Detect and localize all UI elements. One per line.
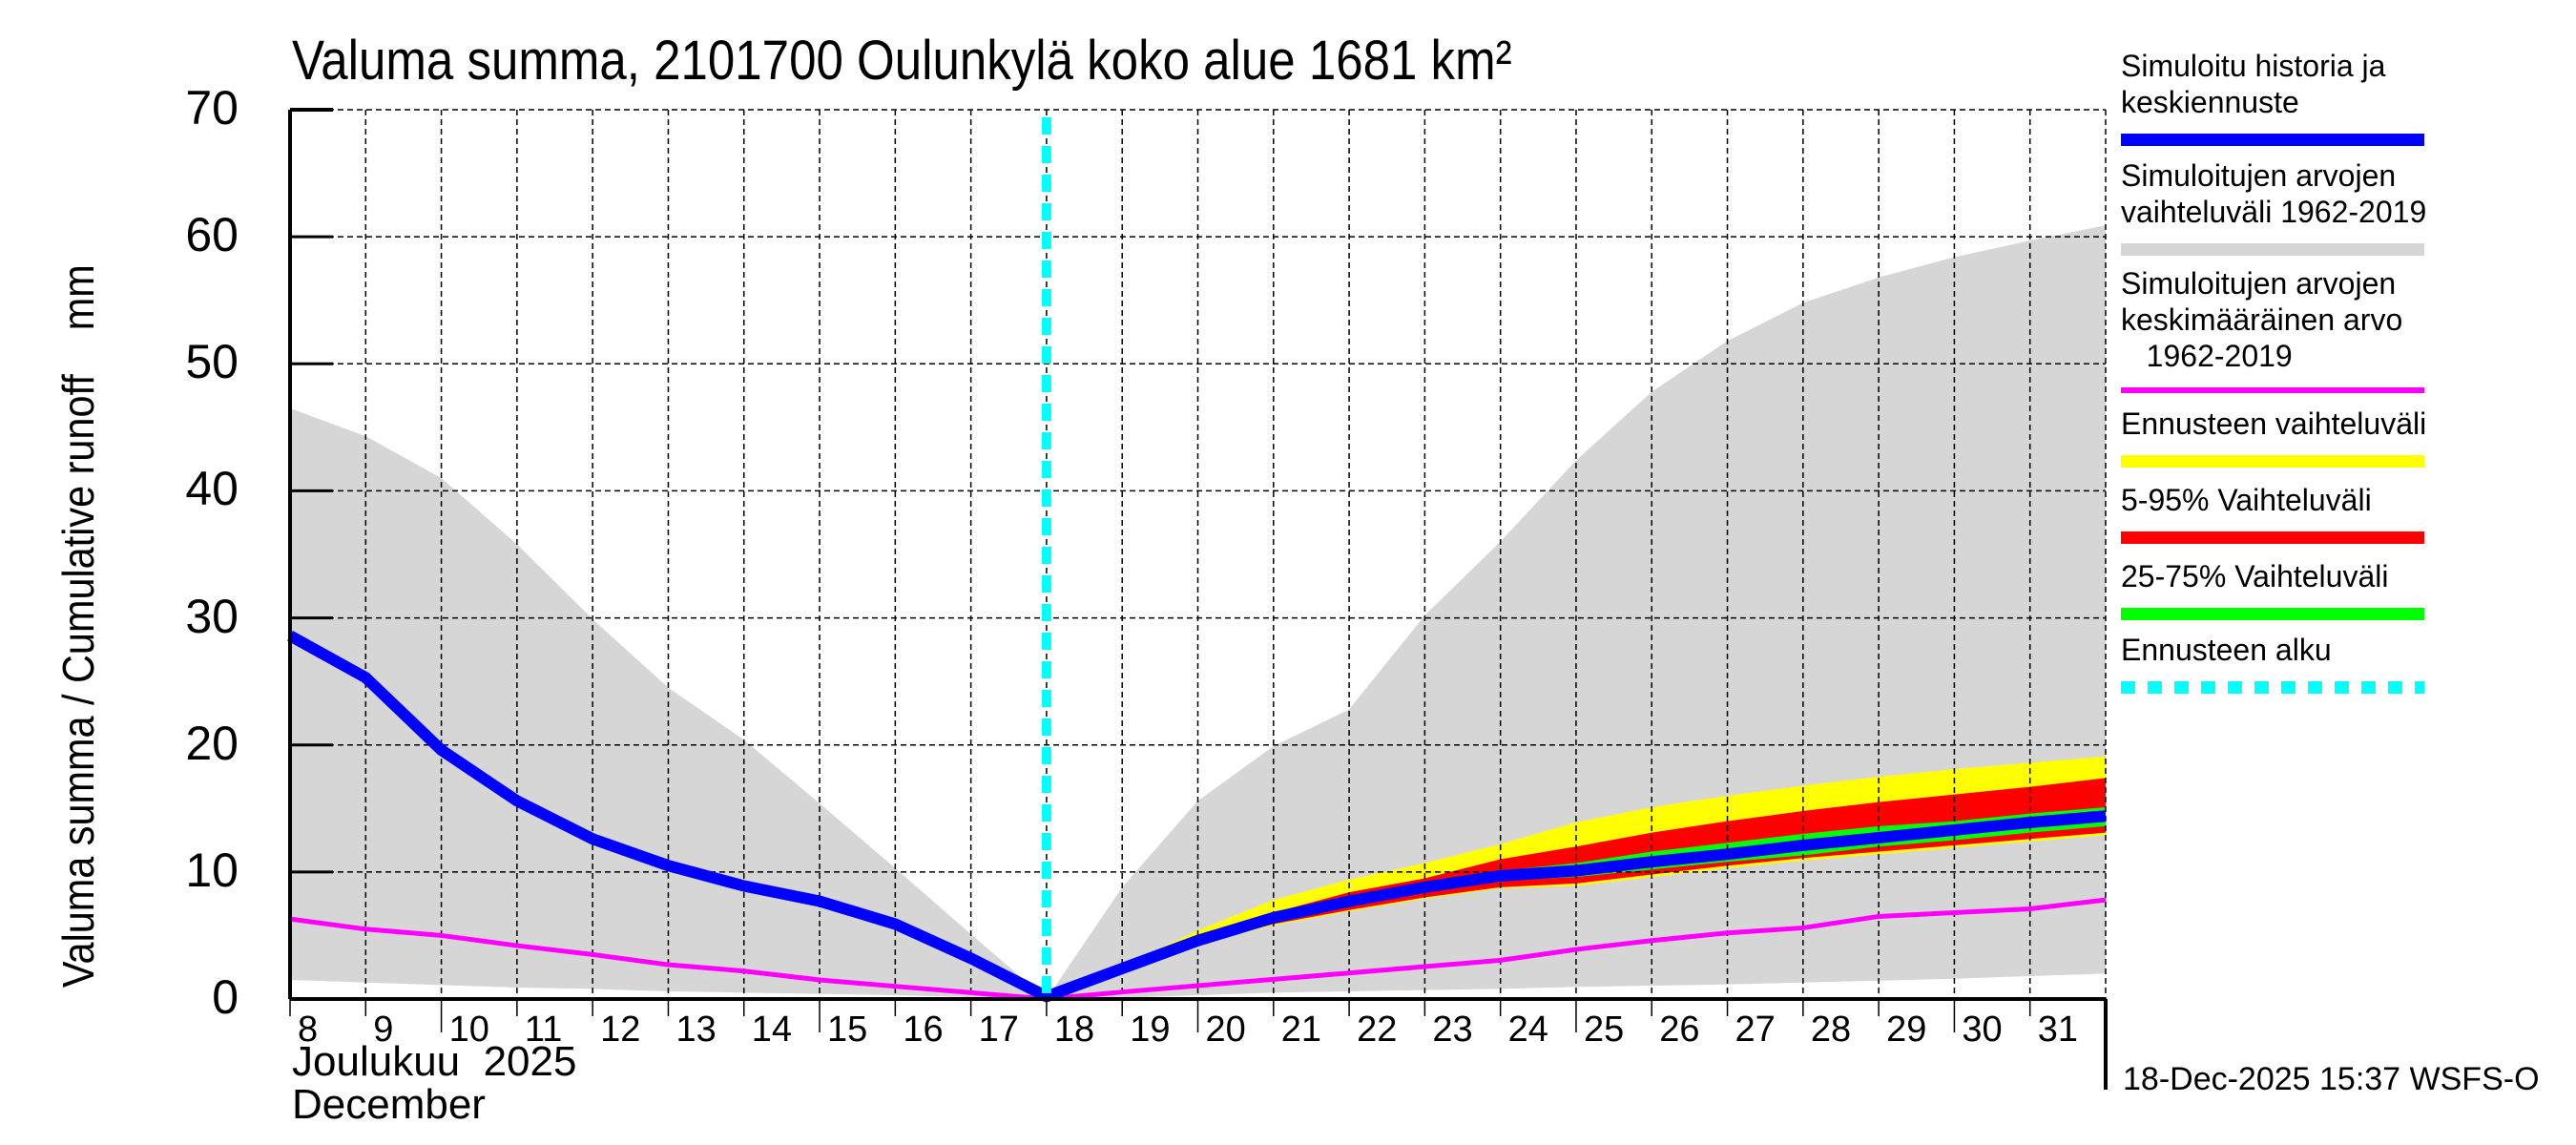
x-tick-label: 22 (1357, 1010, 1398, 1050)
chart-title: Valuma summa, 2101700 Oulunkylä koko alu… (292, 30, 1512, 92)
y-tick-label: 60 (185, 208, 239, 262)
line-simuloitu-historia-ja-keskiennuste (287, 630, 2107, 1003)
legend-swatch (2121, 681, 2424, 694)
x-tick-label: 28 (1810, 1010, 1852, 1050)
legend-swatch (2121, 531, 2424, 544)
legend-swatch (2121, 608, 2424, 620)
legend-label: 5-95% Vaihteluväli (2121, 483, 2372, 517)
legend-swatch (2121, 387, 2424, 393)
x-tick-label: 14 (751, 1010, 793, 1050)
x-tick-label: 26 (1659, 1010, 1700, 1050)
x-tick-label: 25 (1583, 1010, 1625, 1050)
x-tick-label: 11 (524, 1010, 563, 1050)
x-tick-label: 8 (298, 1010, 319, 1050)
x-tick-label: 31 (2037, 1010, 2078, 1050)
x-axis-month-en: December (292, 1081, 486, 1128)
legend-label: Simuloitujen arvojen keskimääräinen arvo… (2121, 266, 2403, 373)
x-tick-label: 24 (1507, 1010, 1548, 1050)
legend-label: Simuloitu historia ja keskiennuste (2121, 49, 2386, 119)
legend-swatch (2121, 243, 2424, 256)
legend-label: Ennusteen alku (2121, 633, 2332, 667)
y-tick-label: 70 (185, 81, 239, 135)
x-tick-label: 18 (1053, 1010, 1095, 1050)
timestamp: 18-Dec-2025 15:37 WSFS-O (2123, 1061, 2540, 1097)
x-tick-label: 23 (1432, 1010, 1473, 1050)
x-tick-label: 30 (1962, 1010, 2003, 1050)
y-axis-label: Valuma summa / Cumulative runoff mm (53, 264, 103, 988)
y-tick-label: 50 (185, 335, 239, 389)
x-tick-label: 12 (600, 1010, 641, 1050)
x-tick-label: 10 (448, 1010, 489, 1050)
legend-label: Simuloitujen arvojen vaihteluväli 1962-2… (2121, 158, 2427, 229)
legend-label: Ennusteen vaihteluväli (2121, 406, 2427, 441)
x-tick-label: 21 (1280, 1010, 1322, 1050)
x-tick-label: 29 (1886, 1010, 1927, 1050)
x-tick-label: 16 (903, 1010, 944, 1050)
axes-layer (288, 108, 2108, 1090)
x-tick-label: 13 (675, 1010, 717, 1050)
legend-swatch (2121, 134, 2424, 146)
x-tick-label: 20 (1205, 1010, 1246, 1050)
y-tick-label: 0 (212, 970, 239, 1024)
x-tick-label: 19 (1130, 1010, 1171, 1050)
y-tick-label: 40 (185, 462, 239, 516)
x-tick-label: 27 (1735, 1010, 1776, 1050)
y-tick-label: 20 (185, 716, 239, 770)
x-tick-label: 15 (827, 1010, 868, 1050)
lines-layer (287, 117, 2107, 1003)
legend-label: 25-75% Vaihteluväli (2121, 559, 2389, 593)
line-simuloitujen-arvojen-keskim-r-inen-arvo-1962-2019 (289, 897, 2107, 1002)
x-tick-label: 17 (978, 1010, 1019, 1050)
x-axis-month-fi: Joulukuu 2025 (292, 1038, 577, 1085)
y-tick-label: 10 (185, 843, 239, 897)
y-tick-label: 30 (185, 589, 239, 643)
legend-swatch (2121, 455, 2424, 468)
x-tick-label: 9 (373, 1010, 394, 1050)
